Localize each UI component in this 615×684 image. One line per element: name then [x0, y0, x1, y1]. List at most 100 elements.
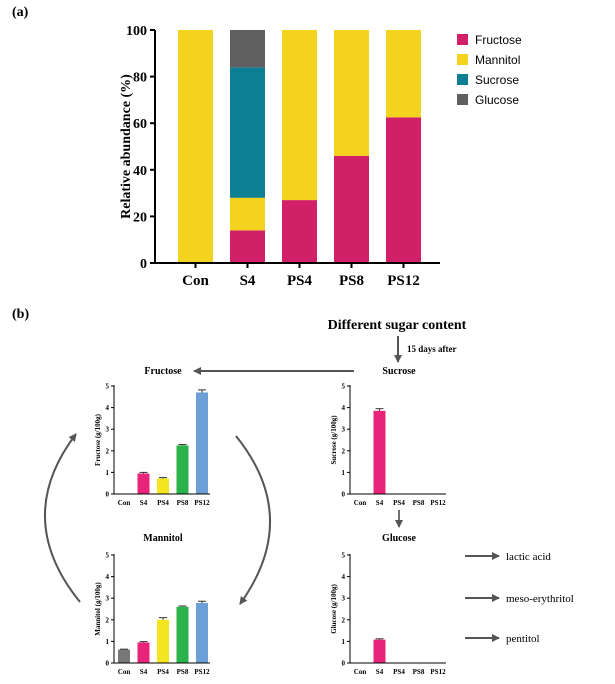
sucrose-title: Sucrose [382, 366, 416, 377]
mannitol-bar-ps4 [157, 619, 169, 663]
mannitol-bar-s4 [137, 642, 150, 663]
fructose-y-tick-label: 4 [106, 404, 110, 412]
fructose-x-tick-label: PS12 [194, 499, 210, 507]
glucose-x-tick-label: S4 [376, 668, 384, 676]
mannitol-x-tick-label: PS12 [194, 668, 210, 676]
stacked-bar-ps4-fructose [282, 200, 317, 263]
fructose-y-tick-label: 2 [106, 447, 110, 455]
sucrose-x-tick-label: PS12 [430, 499, 446, 507]
fructose-bar-ps12 [196, 392, 208, 494]
fructose-y-tick-label: 5 [106, 383, 110, 391]
stacked-bar-ps12-fructose [386, 117, 421, 263]
curved-arrow-fructose-to-mannitol [235, 435, 271, 605]
glucose-y-tick-label: 0 [342, 660, 346, 668]
legend-label-fructose: Fructose [475, 33, 522, 47]
stacked-y-tick-label: 40 [133, 164, 147, 179]
glucose-y-tick-label: 1 [342, 638, 346, 646]
legend-swatch-sucrose [457, 74, 468, 85]
stacked-y-tick-label: 0 [140, 257, 147, 272]
sucrose-y-tick-label: 1 [342, 469, 346, 477]
mannitol-chart: Mannitol Mannitol (g/100g) 0 1 2 3 4 5 Con S4 PS4 P… [94, 533, 210, 676]
stacked-bar-ps8-mannitol [334, 30, 369, 156]
stacked-bar-s4-mannitol [230, 197, 265, 231]
glucose-chart: Glucose Glucose (g/100g) 0 1 2 3 4 5 Con S4 PS4 PS8… [330, 533, 446, 676]
sucrose-y-tick-label: 5 [342, 383, 346, 391]
fructose-bar-ps8 [176, 445, 189, 494]
glucose-x-tick-label: PS12 [430, 668, 446, 676]
stacked-x-tick-label: S4 [240, 273, 256, 289]
glucose-x-tick-label: PS4 [393, 668, 405, 676]
sucrose-y-tick-label: 0 [342, 491, 346, 499]
fructose-y-tick-label: 3 [106, 426, 110, 434]
pathway-diagram: Different sugar content 15 days after la… [44, 318, 574, 645]
sucrose-x-tick-label: Con [354, 499, 367, 507]
fructose-bar-s4 [137, 473, 150, 494]
sucrose-x-tick-label: PS8 [413, 499, 425, 507]
fructose-x-tick-label: S4 [140, 499, 148, 507]
mannitol-y-tick-label: 5 [106, 552, 110, 560]
glucose-x-tick-label: Con [354, 668, 367, 676]
legend-label-mannitol: Mannitol [475, 53, 520, 67]
sucrose-y-tick-label: 4 [342, 404, 346, 412]
mannitol-title: Mannitol [143, 533, 183, 544]
glucose-y-tick-label: 2 [342, 616, 346, 624]
glucose-y-axis-label: Glucose (g/100g) [330, 584, 338, 634]
mannitol-bar-ps8 [176, 606, 189, 663]
fructose-x-tick-label: Con [118, 499, 131, 507]
legend-swatch-fructose [457, 34, 468, 45]
panel-label-b: (b) [12, 307, 29, 322]
stacked-bar-s4-glucose [230, 30, 265, 68]
sucrose-x-tick-label: PS4 [393, 499, 405, 507]
stacked-bar-ps4-mannitol [282, 30, 317, 201]
mannitol-y-tick-label: 1 [106, 638, 110, 646]
fructose-bar-ps4 [157, 478, 169, 494]
fructose-x-tick-label: PS4 [157, 499, 169, 507]
mannitol-y-axis-label: Mannitol (g/100g) [94, 582, 102, 636]
stacked-x-tick-label: PS4 [287, 273, 313, 289]
stacked-bar-s4-sucrose [230, 67, 265, 198]
stacked-chart-legend: Fructose Mannitol Sucrose Glucose [457, 33, 522, 107]
mannitol-x-tick-label: PS8 [177, 668, 189, 676]
glucose-bar-s4 [373, 639, 386, 663]
mannitol-x-tick-label: Con [118, 668, 131, 676]
stacked-bar-chart: Relative abundance (%) 0 20 40 60 80 100 Con S… [119, 24, 522, 289]
fructose-chart: Fructose Fructose (g/100g) 0 1 2 3 4 5 Con S4 PS4 P… [94, 366, 210, 507]
sucrose-y-axis-label: Sucrose (g/100g) [330, 415, 338, 465]
mannitol-bar-ps12 [196, 602, 208, 663]
mannitol-bar-con [118, 649, 130, 663]
fructose-x-tick-label: PS8 [177, 499, 189, 507]
stacked-chart-y-axis-label: Relative abundance (%) [119, 74, 134, 219]
glucose-title: Glucose [382, 533, 416, 544]
fructose-title: Fructose [144, 366, 182, 377]
glucose-y-tick-label: 5 [342, 552, 346, 560]
product-label: pentitol [506, 633, 540, 645]
legend-label-glucose: Glucose [475, 93, 519, 107]
stacked-x-tick-label: PS8 [339, 273, 364, 289]
stacked-y-tick-label: 60 [133, 117, 147, 132]
stacked-y-tick-label: 80 [133, 71, 147, 86]
curved-arrow-mannitol-to-fructose [44, 433, 81, 603]
glucose-y-tick-label: 3 [342, 595, 346, 603]
diagram-heading: Different sugar content [328, 318, 467, 333]
sucrose-chart: Sucrose Sucrose (g/100g) 0 1 2 3 4 5 Con S4 PS4 PS8… [330, 366, 446, 507]
mannitol-y-tick-label: 0 [106, 660, 110, 668]
step-label: 15 days after [407, 344, 457, 354]
stacked-bar-s4-fructose [230, 230, 265, 263]
fructose-y-axis-label: Fructose (g/100g) [94, 413, 102, 466]
glucose-x-tick-label: PS8 [413, 668, 425, 676]
fructose-y-tick-label: 1 [106, 469, 110, 477]
mannitol-y-tick-label: 4 [106, 573, 110, 581]
sucrose-y-tick-label: 3 [342, 426, 346, 434]
legend-swatch-glucose [457, 94, 468, 105]
stacked-bar-ps12-mannitol [386, 30, 421, 118]
fructose-y-tick-label: 0 [106, 491, 110, 499]
stacked-bar-ps8-fructose [334, 155, 369, 263]
mannitol-y-tick-label: 2 [106, 616, 110, 624]
stacked-x-tick-label: PS12 [387, 273, 420, 289]
mannitol-x-tick-label: S4 [140, 668, 148, 676]
glucose-y-tick-label: 4 [342, 573, 346, 581]
product-label: lactic acid [506, 551, 551, 563]
panel-label-a: (a) [12, 5, 29, 20]
stacked-x-tick-label: Con [182, 273, 209, 289]
